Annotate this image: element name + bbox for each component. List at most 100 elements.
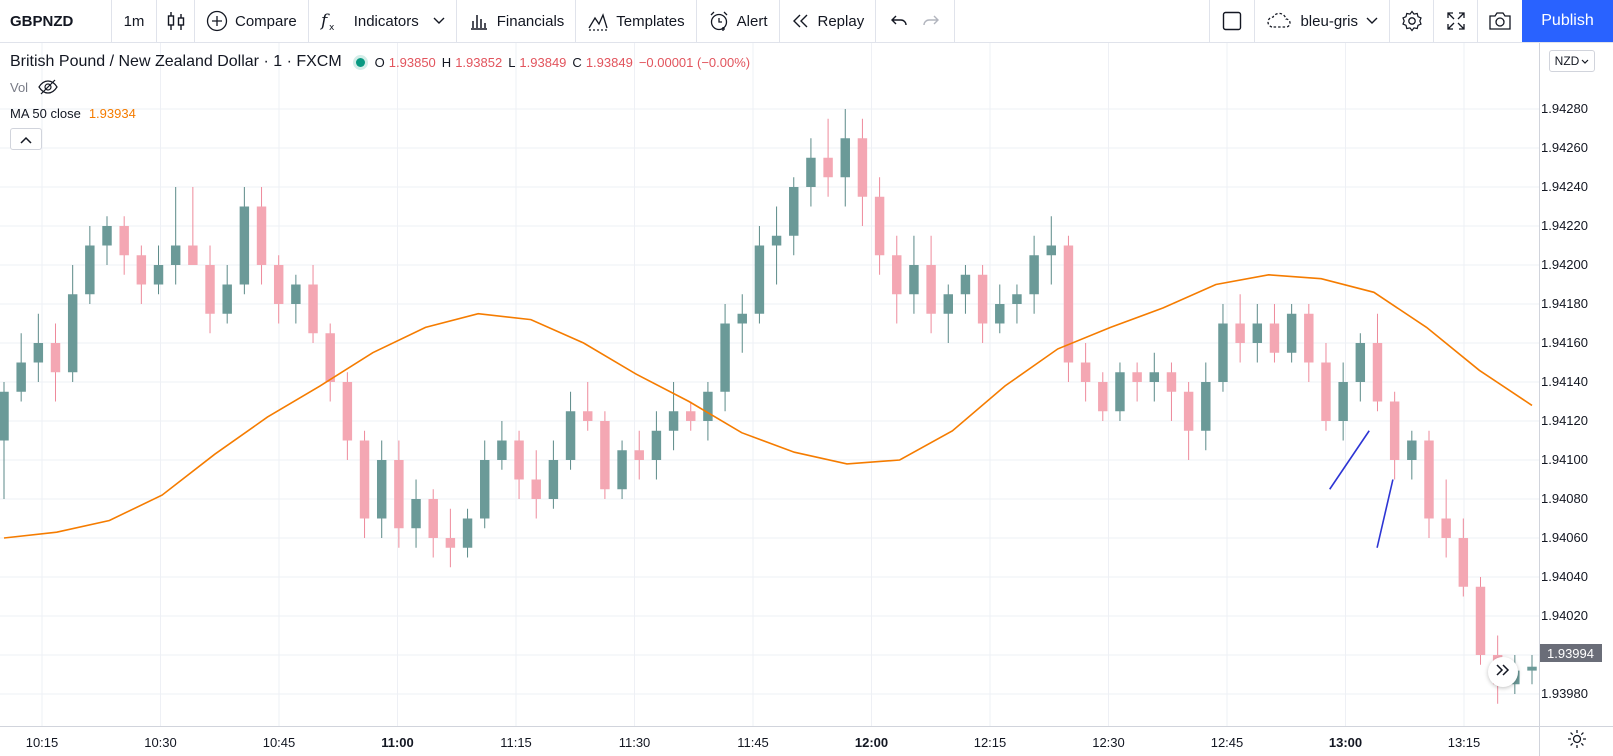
candle-body xyxy=(153,265,164,285)
square-icon xyxy=(1222,11,1242,31)
candle-body xyxy=(1012,294,1022,304)
price-chart[interactable] xyxy=(0,43,1539,726)
price-tick-label: 1.94240 xyxy=(1541,179,1588,194)
candle-body xyxy=(754,245,765,314)
plus-circle-icon xyxy=(206,10,228,32)
candle-body xyxy=(119,226,129,256)
collapse-legend-button[interactable] xyxy=(10,128,42,150)
price-tick-label: 1.94160 xyxy=(1541,335,1588,350)
trend-line xyxy=(1376,479,1394,548)
ma-label: MA 50 close xyxy=(10,105,81,121)
candle-body xyxy=(1098,382,1108,412)
price-tick-label: 1.94060 xyxy=(1541,530,1588,545)
symbol-search-button[interactable]: GBPNZD xyxy=(0,0,112,42)
price-tick-label: 1.94140 xyxy=(1541,374,1588,389)
candle-body xyxy=(0,391,9,441)
candle-body xyxy=(1441,518,1451,538)
layout-menu-button[interactable]: bleu-gris xyxy=(1255,0,1390,42)
close-key: C xyxy=(572,54,582,70)
chart-legend: British Pound / New Zealand Dollar · 1 ·… xyxy=(10,52,756,150)
alert-button[interactable]: Alert xyxy=(697,0,780,42)
chevron-down-icon xyxy=(433,17,445,25)
chevron-up-icon xyxy=(20,131,32,148)
price-tick-label: 1.94180 xyxy=(1541,296,1588,311)
chart-type-button[interactable] xyxy=(157,0,195,42)
publish-label: Publish xyxy=(1541,12,1594,29)
fullscreen-layout-button[interactable] xyxy=(1209,0,1256,42)
candle-body xyxy=(823,157,833,178)
low-key: L xyxy=(508,54,516,70)
candle-body xyxy=(188,245,198,265)
settings-button[interactable] xyxy=(1390,0,1434,42)
price-tick-label: 1.94080 xyxy=(1541,491,1588,506)
financials-label: Financials xyxy=(496,12,565,30)
candle-body xyxy=(102,226,112,246)
financials-button[interactable]: Financials xyxy=(457,0,577,42)
redo-icon[interactable] xyxy=(922,12,940,30)
candle-body xyxy=(943,294,953,314)
market-status-dot[interactable] xyxy=(355,57,365,67)
volume-label: Vol xyxy=(10,79,29,95)
series-title[interactable]: British Pound / New Zealand Dollar · 1 ·… xyxy=(10,53,342,70)
candle-body xyxy=(874,196,885,256)
time-tick-label: 12:45 xyxy=(1210,735,1244,750)
volume-legend[interactable]: Vol xyxy=(10,78,756,96)
candle-body xyxy=(1286,313,1297,353)
fullscreen-button[interactable] xyxy=(1434,0,1478,42)
candle-body xyxy=(411,499,421,529)
candle-body xyxy=(668,411,679,431)
candle-body xyxy=(1355,343,1366,382)
candle-body xyxy=(686,411,696,421)
publish-button[interactable]: Publish xyxy=(1522,0,1613,42)
price-tick-label: 1.94220 xyxy=(1541,218,1588,233)
candle-body xyxy=(342,382,353,441)
candle-body xyxy=(1407,440,1417,460)
undo-icon[interactable] xyxy=(890,12,908,30)
candle-body xyxy=(1063,245,1074,363)
camera-icon xyxy=(1488,11,1512,31)
cloud-icon xyxy=(1266,11,1292,31)
currency-button[interactable]: NZD xyxy=(1549,50,1595,72)
snapshot-button[interactable] xyxy=(1478,0,1522,42)
candle-body xyxy=(273,265,284,304)
candle-body xyxy=(789,187,799,236)
price-tick-label: 1.94200 xyxy=(1541,257,1588,272)
time-axis[interactable]: 10:15 10:30 10:45 11:00 11:15 11:30 11:45 12:00… xyxy=(0,726,1539,756)
series-legend: British Pound / New Zealand Dollar · 1 ·… xyxy=(10,52,756,72)
price-tick-label: 1.94040 xyxy=(1541,569,1588,584)
replay-button[interactable]: Replay xyxy=(780,0,877,42)
time-tick-label: 12:00 xyxy=(854,735,889,750)
scroll-to-realtime-button[interactable] xyxy=(1488,657,1518,687)
price-axis[interactable] xyxy=(1539,43,1613,756)
compare-button[interactable]: Compare xyxy=(195,0,309,42)
chart-area[interactable]: British Pound / New Zealand Dollar · 1 ·… xyxy=(0,43,1613,756)
interval-label: 1m xyxy=(123,12,145,30)
templates-button[interactable]: Templates xyxy=(576,0,697,42)
candle-body xyxy=(565,411,576,460)
candle-body xyxy=(170,245,181,265)
candle-body xyxy=(634,450,644,460)
candle-body xyxy=(703,391,713,421)
double-chevron-right-icon xyxy=(1496,663,1510,681)
price-tick-label: 1.93980 xyxy=(1541,686,1588,701)
eye-hidden-icon[interactable] xyxy=(38,79,58,95)
replay-label: Replay xyxy=(817,12,865,30)
current-price-tag: 1.93994 xyxy=(1540,644,1602,662)
change-value: −0.00001 (−0.00%) xyxy=(638,54,751,70)
candle-body xyxy=(1218,323,1228,382)
alarm-clock-icon xyxy=(708,10,730,32)
candle-body xyxy=(239,206,250,285)
ma-legend[interactable]: MA 50 close 1.93934 xyxy=(10,104,756,122)
bar-chart-icon xyxy=(468,10,490,32)
templates-icon xyxy=(587,10,609,32)
candle-body xyxy=(1183,391,1194,431)
candle-body xyxy=(548,460,559,499)
gear-icon xyxy=(1401,10,1423,32)
candle-body xyxy=(995,304,1005,324)
interval-button[interactable]: 1m xyxy=(112,0,157,42)
candle-body xyxy=(1338,382,1348,421)
axis-settings-corner[interactable] xyxy=(1539,726,1613,756)
candle-body xyxy=(1458,538,1469,587)
